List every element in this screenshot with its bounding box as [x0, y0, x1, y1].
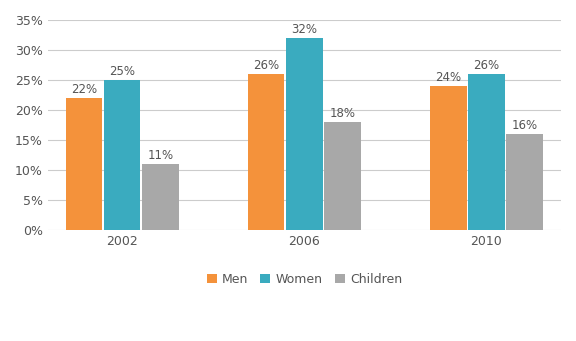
Text: 25%: 25% [109, 65, 135, 78]
Text: 26%: 26% [473, 59, 499, 72]
Text: 11%: 11% [147, 149, 173, 162]
Legend: Men, Women, Children: Men, Women, Children [202, 268, 407, 291]
Text: 24%: 24% [435, 71, 461, 84]
Bar [104, 80, 141, 230]
Text: 22%: 22% [71, 83, 97, 95]
Text: 32%: 32% [291, 23, 317, 35]
Text: 16%: 16% [511, 119, 537, 132]
Bar [286, 38, 323, 230]
Bar [142, 164, 179, 230]
Bar [324, 122, 361, 230]
Bar [468, 74, 505, 230]
Bar [248, 74, 285, 230]
Bar [430, 86, 467, 230]
Text: 18%: 18% [329, 107, 355, 120]
Bar [66, 98, 103, 230]
Bar [506, 134, 543, 230]
Text: 26%: 26% [253, 59, 279, 72]
